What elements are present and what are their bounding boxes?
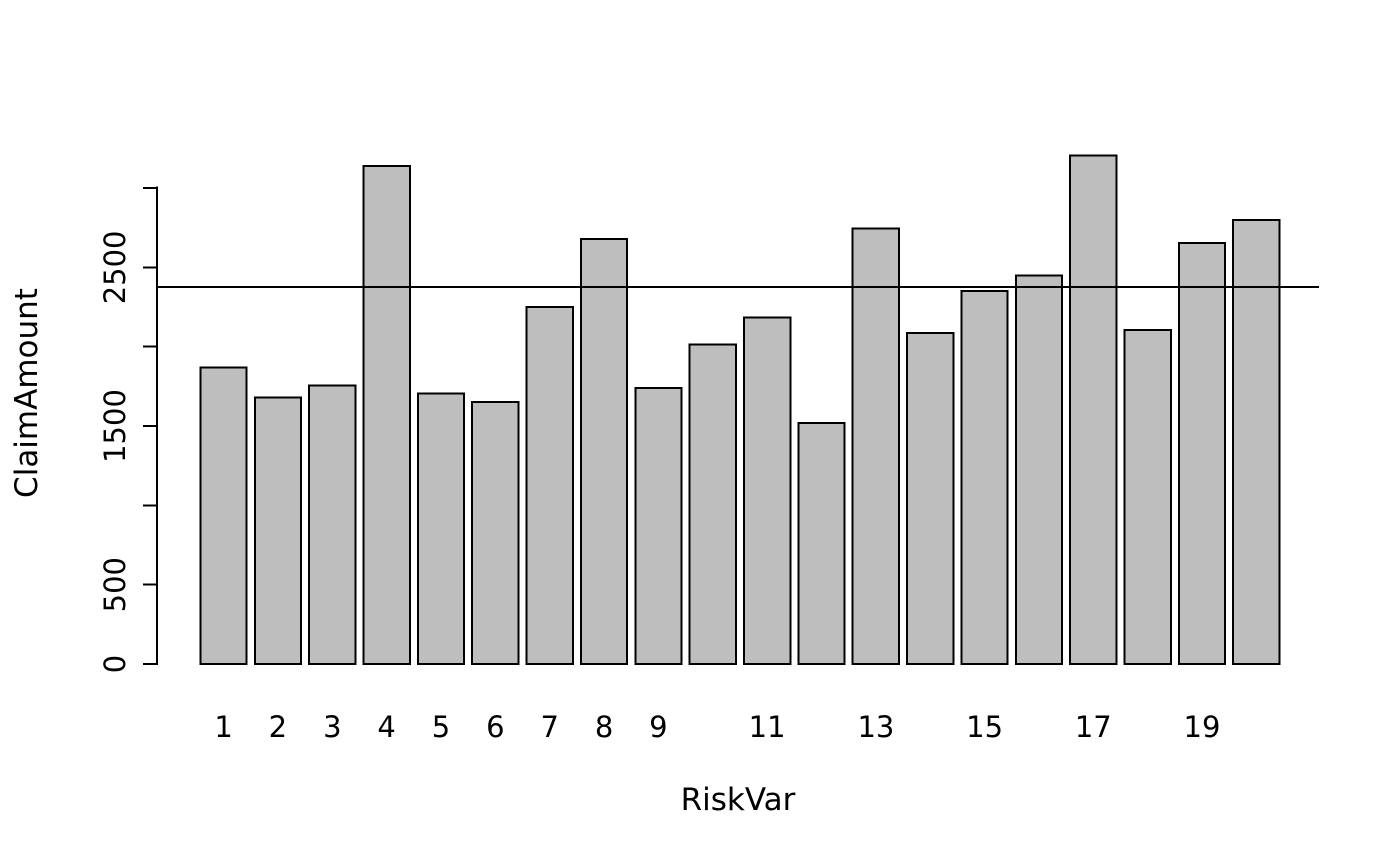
- y-tick-label: 1500: [98, 389, 132, 463]
- x-tick-label: 5: [432, 710, 450, 744]
- bar: [634, 387, 683, 665]
- bar: [851, 227, 901, 665]
- x-tick-label: 6: [486, 710, 504, 744]
- bar: [362, 164, 411, 665]
- x-tick-label: 13: [857, 710, 894, 744]
- bar: [906, 332, 955, 665]
- x-tick-label: 11: [749, 710, 786, 744]
- bar: [253, 396, 303, 665]
- bar: [688, 343, 737, 665]
- bar: [797, 421, 846, 665]
- x-tick-label: 15: [966, 710, 1003, 744]
- x-tick-label: 1: [214, 710, 232, 744]
- x-axis-title: RiskVar: [680, 782, 796, 818]
- bar: [525, 306, 574, 665]
- bar: [199, 366, 248, 665]
- x-tick-label: 8: [595, 710, 613, 744]
- y-axis-title: ClaimAmount: [9, 288, 45, 498]
- bar: [960, 290, 1009, 665]
- bar: [1177, 241, 1227, 666]
- x-tick-label: 4: [377, 710, 395, 744]
- bar: [471, 401, 520, 665]
- x-tick-label: 7: [540, 710, 558, 744]
- bar: [1123, 329, 1172, 665]
- x-tick-label: 9: [649, 710, 667, 744]
- bar: [1014, 274, 1064, 665]
- y-tick-label: 0: [98, 655, 132, 673]
- bar: [416, 392, 466, 665]
- x-tick-label: 19: [1184, 710, 1221, 744]
- x-tick-label: 2: [269, 710, 287, 744]
- bar: [1232, 218, 1281, 666]
- bar: [743, 316, 792, 665]
- bar: [1069, 154, 1118, 665]
- y-tick-label: 500: [98, 557, 132, 612]
- bar: [579, 237, 629, 665]
- y-tick-label: 2500: [98, 230, 132, 304]
- x-tick-label: 3: [323, 710, 341, 744]
- bar: [308, 384, 357, 665]
- x-tick-label: 17: [1075, 710, 1112, 744]
